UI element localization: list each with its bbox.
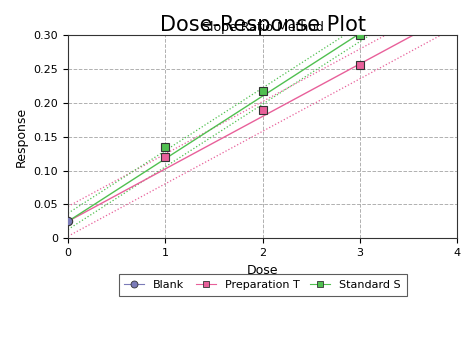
X-axis label: Dose: Dose: [247, 263, 278, 277]
Title: Dose-Response Plot: Dose-Response Plot: [160, 15, 366, 35]
Text: Slope Ratio Method: Slope Ratio Method: [202, 21, 324, 34]
Y-axis label: Response: Response: [15, 107, 28, 167]
Legend: Blank, Preparation T, Standard S: Blank, Preparation T, Standard S: [119, 274, 407, 296]
